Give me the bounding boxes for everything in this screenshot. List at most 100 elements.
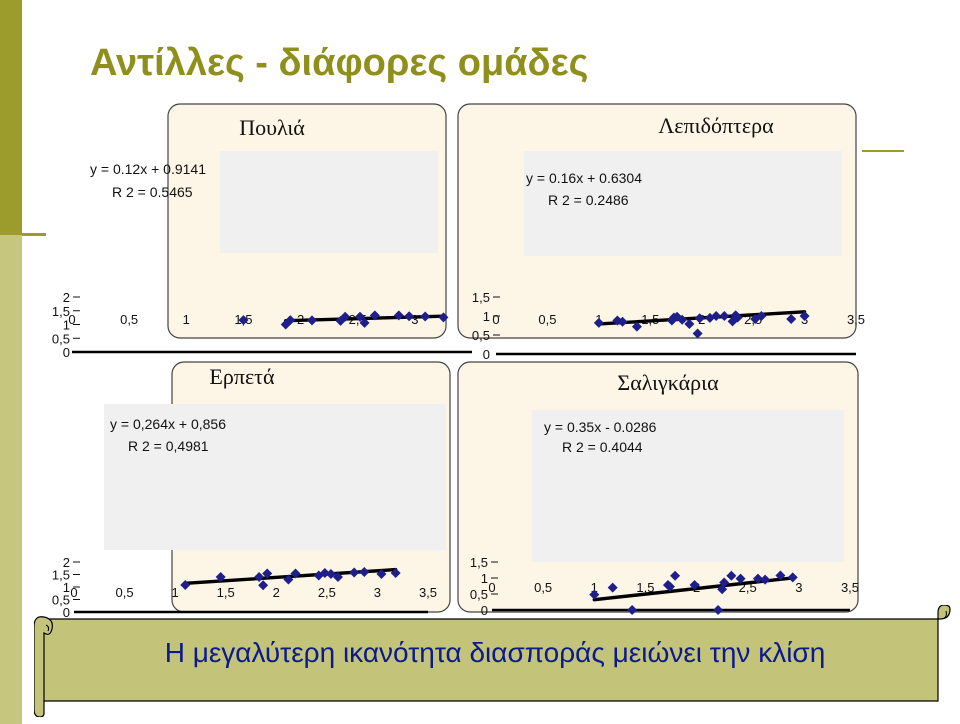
r-squared-label: R 2 = 0.4044	[562, 439, 643, 455]
y-tick-label: 0,5	[52, 331, 70, 346]
data-point	[393, 310, 404, 321]
y-tick-label: 1,5	[52, 568, 70, 583]
data-point	[258, 580, 269, 591]
x-tick-label: 2,5	[318, 585, 336, 600]
data-point	[735, 573, 746, 584]
data-point	[719, 311, 730, 321]
data-point	[340, 311, 351, 322]
data-point	[290, 568, 301, 579]
r-squared-label: R 2 = 0,4981	[128, 438, 209, 454]
x-tick-label: 0	[492, 312, 499, 327]
x-tick-label: 0	[68, 312, 75, 327]
data-point	[332, 572, 343, 582]
x-tick-label: 3	[795, 580, 802, 595]
y-tick-label: 0,5	[472, 328, 490, 343]
data-point	[713, 605, 724, 615]
chart-title: Λεπιδόπτερα	[658, 113, 774, 138]
data-point	[752, 573, 763, 584]
data-point	[787, 572, 798, 583]
data-point	[670, 570, 681, 581]
x-tick-label: 1,5	[636, 580, 654, 595]
data-point	[319, 568, 330, 578]
chart-title: Σαλιγκάρια	[617, 370, 719, 395]
data-point	[689, 580, 700, 591]
x-tick-label: 0,5	[538, 312, 556, 327]
data-point	[325, 569, 336, 579]
conclusion-text: Η μεγαλύτερη ικανότητα διασποράς μειώνει…	[164, 637, 826, 668]
x-tick-label: 1,5	[217, 585, 235, 600]
data-point	[756, 311, 767, 321]
data-point	[359, 567, 370, 577]
trendline-equation: y = 0.12x + 0.9141	[90, 161, 206, 177]
data-point	[704, 312, 715, 323]
trendline-equation: y = 0.16x + 0.6304	[526, 170, 642, 186]
y-tick-label: 1	[63, 318, 70, 333]
x-tick-label: 0,5	[116, 585, 134, 600]
plot-area	[220, 151, 438, 253]
plot-area	[524, 151, 842, 256]
r-squared-label: R 2 = 0.2486	[548, 192, 629, 208]
data-point	[369, 310, 380, 321]
data-point	[672, 311, 683, 322]
data-point	[692, 328, 703, 339]
x-tick-label: 3,5	[841, 580, 859, 595]
data-point	[786, 314, 797, 325]
data-point	[750, 314, 761, 325]
data-point	[285, 315, 296, 326]
data-point	[684, 318, 695, 329]
trendline-equation: y = 0.35x - 0.0286	[544, 419, 657, 435]
data-point	[283, 574, 294, 585]
data-point	[664, 581, 675, 592]
y-tick-label: 0	[63, 345, 70, 360]
data-point	[355, 311, 365, 322]
data-point	[180, 580, 191, 590]
x-tick-label: 3,5	[419, 585, 437, 600]
data-point	[775, 570, 786, 581]
y-tick-label: 0	[481, 603, 488, 618]
y-tick-label: 0	[483, 347, 490, 362]
data-point	[359, 317, 370, 328]
conclusion-scroll	[34, 605, 951, 717]
data-point	[254, 572, 265, 582]
data-point	[607, 582, 618, 593]
data-point	[404, 311, 415, 322]
x-tick-label: 2	[273, 585, 280, 600]
trendline-equation: y = 0,264x + 0,856	[110, 416, 226, 432]
data-point	[349, 567, 360, 578]
data-point	[719, 577, 730, 588]
x-tick-label: 1	[172, 585, 179, 600]
r-squared-label: R 2 = 0.5465	[112, 184, 193, 200]
x-tick-label: 0,5	[534, 580, 552, 595]
data-point	[694, 313, 705, 324]
data-point	[335, 315, 346, 326]
data-point	[799, 311, 810, 321]
chart-title: Ερπετά	[209, 364, 275, 389]
y-tick-label: 1	[483, 309, 490, 324]
x-tick-label: 3	[411, 312, 418, 327]
data-point	[726, 570, 737, 581]
data-point	[262, 568, 273, 579]
chart-title: Πουλιά	[239, 115, 305, 140]
accent-rule-right	[862, 150, 904, 152]
x-tick-label: 0,5	[120, 312, 138, 327]
data-point	[589, 589, 600, 600]
data-point	[238, 315, 249, 326]
plot-area	[104, 404, 446, 550]
accent-bar-top	[0, 0, 22, 235]
data-point	[627, 605, 638, 615]
y-tick-label: 0	[63, 605, 70, 620]
accent-bar-bottom	[0, 235, 22, 724]
data-point	[732, 312, 743, 323]
x-tick-label: 0	[70, 585, 77, 600]
x-tick-label: 1	[591, 580, 598, 595]
x-tick-label: 1	[183, 312, 190, 327]
data-point	[420, 311, 431, 322]
data-point	[390, 568, 401, 578]
x-tick-label: 3,5	[847, 312, 865, 327]
data-point	[307, 315, 317, 326]
y-tick-label: 1	[481, 571, 488, 586]
x-tick-label: 0	[488, 580, 495, 595]
